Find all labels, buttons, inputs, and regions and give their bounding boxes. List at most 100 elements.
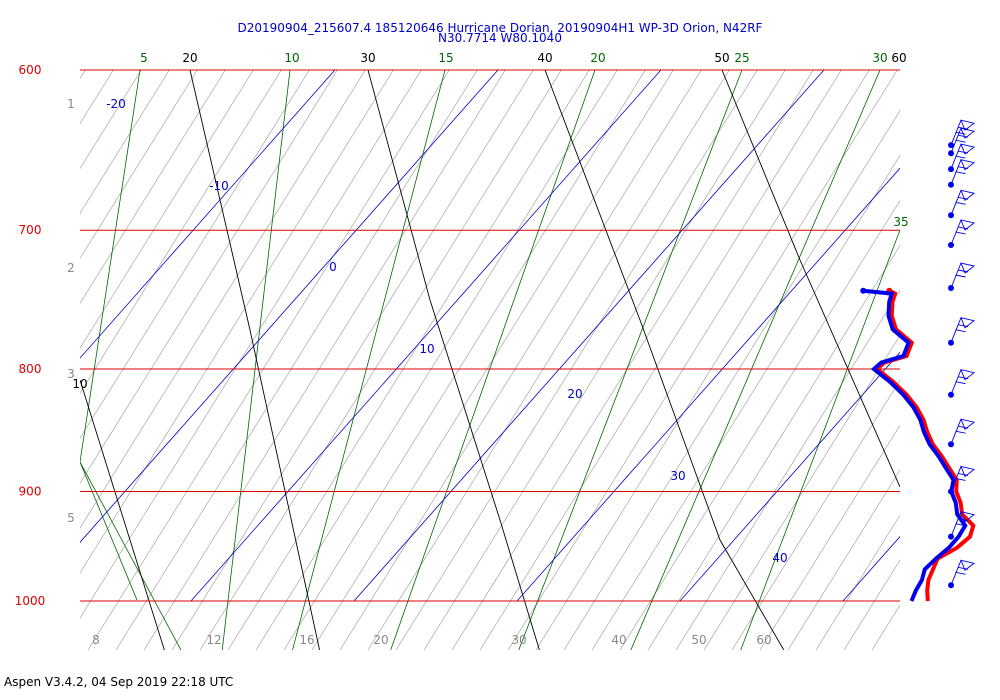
wind-barb-tick <box>957 226 969 230</box>
wind-barb-flag <box>960 511 976 523</box>
pressure-tick-label: 1000 <box>15 594 46 608</box>
isotherm-label: 10 <box>419 342 434 356</box>
dry-adiabat-line <box>544 70 785 650</box>
moist-adiabat-line <box>80 70 226 304</box>
wind-barb-flag <box>960 143 976 155</box>
isotherm-line <box>190 70 662 602</box>
isotherm-line <box>842 535 900 602</box>
moist-adiabat-line <box>171 70 534 650</box>
mixing-ratio-line <box>80 461 182 650</box>
moist-adiabat-line <box>255 70 618 650</box>
wind-barb-tick <box>957 126 969 130</box>
moist-adiabat-line <box>115 70 478 650</box>
wind-barb-flag <box>960 418 976 430</box>
moist-adiabat-line <box>80 70 170 214</box>
moist-adiabat-line <box>787 469 900 650</box>
wind-barb-tick <box>957 150 969 154</box>
mixing-ratio-line <box>740 229 900 650</box>
moist-adiabat-line <box>703 334 900 650</box>
mixing-ratio-line <box>518 70 743 650</box>
isotherm-label: 0 <box>329 260 337 274</box>
mixing-ratio-label: 20 <box>590 51 605 65</box>
isotherm-label: 20 <box>567 387 582 401</box>
moist-adiabat-line <box>311 70 674 650</box>
wind-barb-tick <box>957 376 969 380</box>
wind-barb-tick <box>957 518 969 522</box>
wind-barb-flag <box>960 465 976 478</box>
wind-barb-flag <box>960 159 976 171</box>
isotherm-label: 40 <box>772 551 787 565</box>
mixing-ratio-label: 10 <box>284 51 299 65</box>
height-tick-label: 2 <box>67 261 75 275</box>
mixing-ratio-label: 15 <box>438 51 453 65</box>
pressure-tick-label: 900 <box>19 484 42 498</box>
moist-adiabat-line <box>80 70 338 484</box>
moist-adiabat-line <box>843 559 900 650</box>
moist-adiabat-line <box>283 70 646 650</box>
moist-adiabat-line <box>199 70 562 650</box>
mixing-ratio-line <box>630 70 881 650</box>
bottom-axis-label: 16 <box>299 633 314 647</box>
moist-adiabat-line <box>80 70 198 259</box>
moist-adiabat-line <box>451 70 814 650</box>
moist-adiabat-line <box>731 379 900 650</box>
chart-title-line1: D20190904_215607.4 185120646 Hurricane D… <box>237 21 763 35</box>
wind-barb-tick <box>955 131 966 135</box>
moist-adiabat-line <box>80 70 254 349</box>
mixing-ratio-line <box>80 70 141 463</box>
moist-adiabat-line <box>591 155 900 650</box>
isotherm-line <box>353 70 825 602</box>
moist-adiabat-line <box>80 70 394 574</box>
dry-adiabat-label: 40 <box>537 51 552 65</box>
bottom-axis-label: 50 <box>691 633 706 647</box>
wind-barb-tick <box>957 269 969 273</box>
wind-barb-tick <box>955 201 966 205</box>
wind-barb-flag <box>960 119 976 131</box>
wind-barb-tick <box>955 523 966 527</box>
wind-barb-tick <box>957 566 969 570</box>
wind-barb-tick <box>955 478 966 481</box>
wind-barb-flag <box>960 219 976 231</box>
moist-adiabat-line <box>87 70 450 650</box>
wind-barb-tick <box>957 473 969 476</box>
moist-adiabat-line <box>675 289 900 650</box>
dry-adiabat-line <box>721 70 900 488</box>
isotherm-line <box>679 351 900 602</box>
dewpoint-trace <box>863 288 968 602</box>
moist-adiabat-line <box>423 70 786 650</box>
dry-adiabat-label: 20 <box>182 51 197 65</box>
mixing-ratio-line <box>292 70 446 650</box>
moist-adiabat-line <box>339 70 702 650</box>
dry-adiabat-label: 50 <box>714 51 729 65</box>
isotherm-label: 30 <box>670 469 685 483</box>
dry-adiabat-line <box>367 70 540 650</box>
wind-barb-tick <box>955 139 966 143</box>
dry-adiabat-label: 30 <box>360 51 375 65</box>
moist-adiabat-line <box>80 70 142 169</box>
dewpoint-top-point <box>860 287 867 294</box>
wind-barb-tick <box>955 155 966 159</box>
wind-barb-tick <box>957 134 969 138</box>
pressure-tick-label: 600 <box>19 63 42 77</box>
isotherm-label: -20 <box>106 97 126 111</box>
wind-barb-tick <box>957 425 969 429</box>
dry-adiabat-line <box>80 379 165 650</box>
wind-barb-tick <box>955 329 966 333</box>
moist-adiabat-line <box>479 70 842 650</box>
wind-barb-tick <box>957 196 969 200</box>
mixing-ratio-label: 35 <box>893 215 908 229</box>
isotherm-label: -10 <box>209 179 229 193</box>
bottom-axis-label: 40 <box>611 633 626 647</box>
moist-adiabat-line <box>759 424 900 650</box>
moist-adiabat-line <box>80 70 282 394</box>
moist-adiabat-line <box>619 199 900 650</box>
height-tick-label: 1 <box>67 97 75 111</box>
moist-adiabat-line <box>563 110 900 650</box>
dry-adiabat-label: 10 <box>72 377 87 391</box>
footer-version: Aspen V3.4.2, 04 Sep 2019 22:18 UTC <box>4 675 234 689</box>
dry-adiabat-label: 60 <box>891 51 906 65</box>
bottom-axis-label: 8 <box>92 633 100 647</box>
wind-barb-flag <box>960 369 976 381</box>
isotherm-line <box>80 70 499 543</box>
